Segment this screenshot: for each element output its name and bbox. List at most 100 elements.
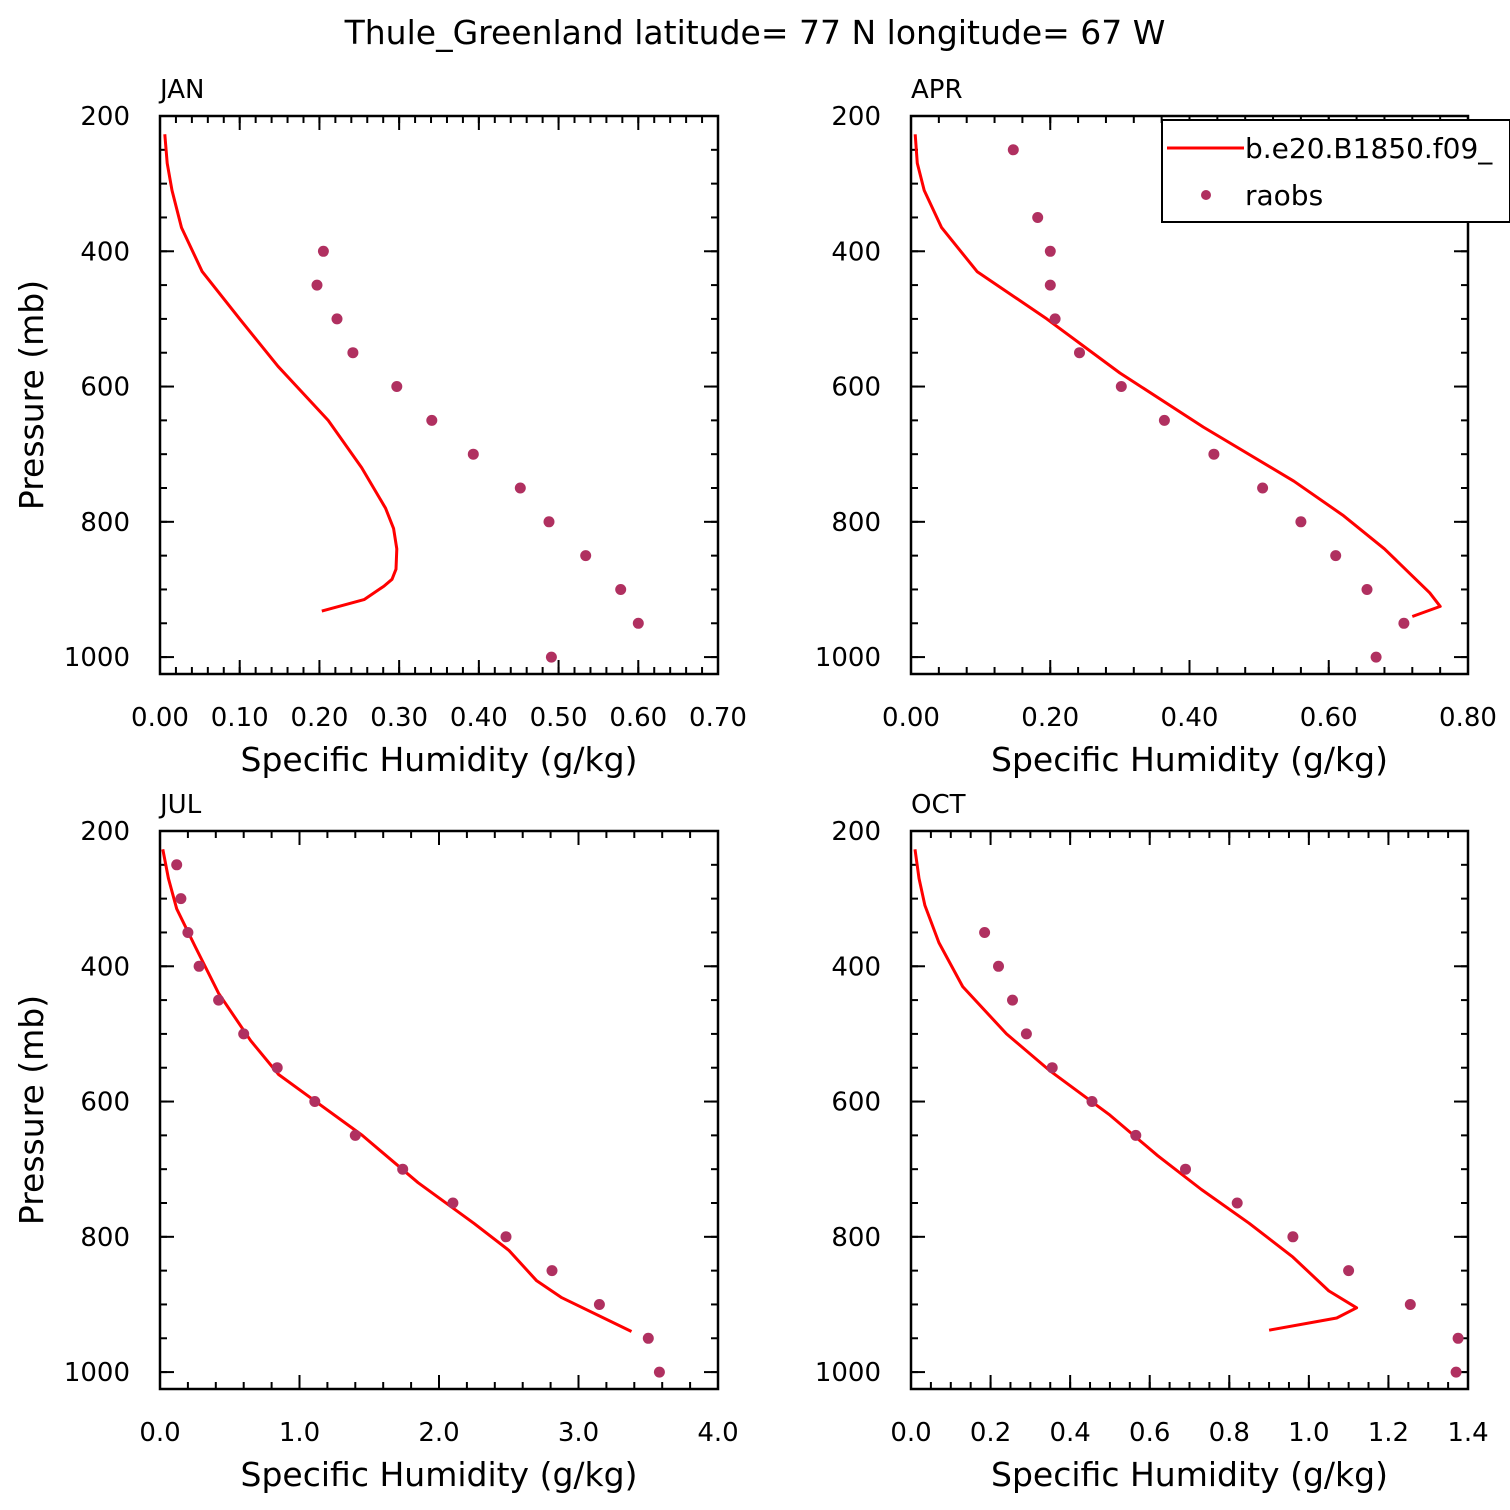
model-profile-line: [913, 849, 1359, 1332]
obs-point: [1074, 347, 1085, 359]
obs-point: [391, 381, 403, 392]
obs-point: [171, 859, 183, 871]
obs-point: [1398, 617, 1410, 629]
y-tick-label: 600: [831, 1088, 881, 1118]
x-tick-label: 0.0: [139, 1418, 180, 1448]
panel-title: JAN: [158, 75, 204, 105]
y-tick-label: 400: [831, 952, 881, 982]
model-profile-line: [913, 134, 1442, 618]
panel-oct: 0.0 0.2 0.4 0.6 0.8 1.0 1.2 1.4 200 400 600 800 1000…: [815, 790, 1489, 1494]
y-axis-label: Pressure (mb): [12, 280, 51, 510]
panel-apr: 0.00 0.20 0.40 0.60 0.80 200 400 600 800 1000 APR S…: [815, 75, 1497, 779]
obs-point: [593, 1299, 605, 1310]
obs-point: [1032, 212, 1044, 223]
obs-point: [182, 927, 194, 938]
model-profile-line: [163, 134, 399, 613]
obs-point: [467, 448, 479, 460]
x-tick-label: 3.0: [558, 1418, 599, 1448]
legend-obs-swatch: [1201, 190, 1211, 200]
x-tick-label: 0.40: [450, 703, 508, 733]
obs-point: [1404, 1299, 1416, 1310]
x-tick-label: 0.00: [882, 703, 940, 733]
obs-point: [1049, 313, 1061, 325]
x-tick-label: 1.4: [1447, 1418, 1488, 1448]
x-tick-label: 0.0: [890, 1418, 931, 1448]
obs-point: [447, 1197, 459, 1209]
obs-point: [580, 550, 592, 562]
y-axis-label: Pressure (mb): [12, 995, 51, 1225]
obs-point: [1007, 994, 1018, 1006]
obs-point: [1343, 1265, 1355, 1277]
obs-point: [311, 279, 323, 291]
obs-point: [349, 1129, 361, 1141]
obs-point: [331, 313, 343, 325]
obs-point: [238, 1028, 250, 1040]
obs-point: [1452, 1332, 1464, 1344]
panel-jan: 0.00 0.10 0.20 0.30 0.40 0.50 0.60 0.70 200 400 60…: [12, 75, 747, 779]
x-tick-label: 1.0: [1288, 1418, 1329, 1448]
x-tick-label: 0.60: [1300, 703, 1358, 733]
obs-point: [271, 1062, 283, 1074]
x-tick-label: 0.8: [1209, 1418, 1250, 1448]
legend-obs-label: raobs: [1245, 179, 1323, 212]
obs-point: [193, 960, 205, 972]
obs-point: [979, 927, 991, 938]
obs-point: [309, 1096, 321, 1107]
x-tick-label: 0.00: [131, 703, 189, 733]
x-axis-label: Specific Humidity (g/kg): [991, 1455, 1388, 1494]
x-tick-label: 0.4: [1049, 1418, 1090, 1448]
x-tick-label: 0.20: [1021, 703, 1079, 733]
x-tick-label: 0.6: [1129, 1418, 1170, 1448]
obs-point: [1370, 651, 1382, 663]
obs-point: [615, 584, 627, 595]
obs-point: [317, 245, 329, 257]
y-tick-label: 200: [831, 817, 881, 847]
obs-point: [347, 347, 359, 359]
x-tick-label: 0.50: [530, 703, 588, 733]
y-tick-label: 600: [80, 373, 130, 403]
y-tick-label: 800: [80, 1223, 130, 1253]
obs-point: [1044, 245, 1056, 257]
legend: b.e20.B1850.f09_ raobs: [1161, 119, 1510, 223]
obs-point: [1020, 1028, 1032, 1040]
x-tick-label: 0.80: [1439, 703, 1497, 733]
obs-point: [1007, 144, 1019, 156]
x-tick-label: 4.0: [697, 1418, 738, 1448]
obs-point: [1208, 448, 1220, 460]
obs-point: [1158, 414, 1170, 426]
x-tick-label: 0.60: [609, 703, 667, 733]
panel-title: APR: [911, 75, 963, 105]
obs-point: [1086, 1096, 1098, 1107]
y-tick-label: 600: [80, 1088, 130, 1118]
obs-point: [1361, 584, 1373, 595]
obs-point: [543, 516, 555, 528]
x-tick-label: 0.70: [689, 703, 747, 733]
obs-point: [500, 1231, 512, 1243]
obs-point: [1330, 550, 1342, 562]
x-tick-label: 2.0: [418, 1418, 459, 1448]
y-tick-label: 600: [831, 373, 881, 403]
obs-point: [1044, 279, 1056, 291]
obs-point: [397, 1163, 409, 1175]
obs-point: [546, 1265, 558, 1277]
legend-model-label: b.e20.B1850.f09_: [1245, 132, 1493, 165]
plot-frame: [158, 114, 720, 676]
y-tick-label: 1000: [815, 643, 881, 673]
y-tick-label: 400: [80, 237, 130, 267]
y-tick-label: 200: [831, 102, 881, 132]
y-tick-label: 400: [80, 952, 130, 982]
model-profile-line: [161, 849, 633, 1333]
obs-point: [632, 617, 644, 629]
obs-point: [1231, 1197, 1243, 1209]
obs-point: [1046, 1062, 1058, 1074]
x-tick-label: 0.20: [290, 703, 348, 733]
plot-frame: [158, 829, 720, 1391]
obs-point: [1180, 1163, 1191, 1175]
obs-point: [1115, 381, 1127, 392]
obs-point: [426, 414, 438, 426]
y-tick-label: 1000: [64, 643, 130, 673]
y-tick-label: 800: [80, 508, 130, 538]
obs-point: [213, 994, 225, 1006]
x-tick-label: 0.30: [370, 703, 428, 733]
